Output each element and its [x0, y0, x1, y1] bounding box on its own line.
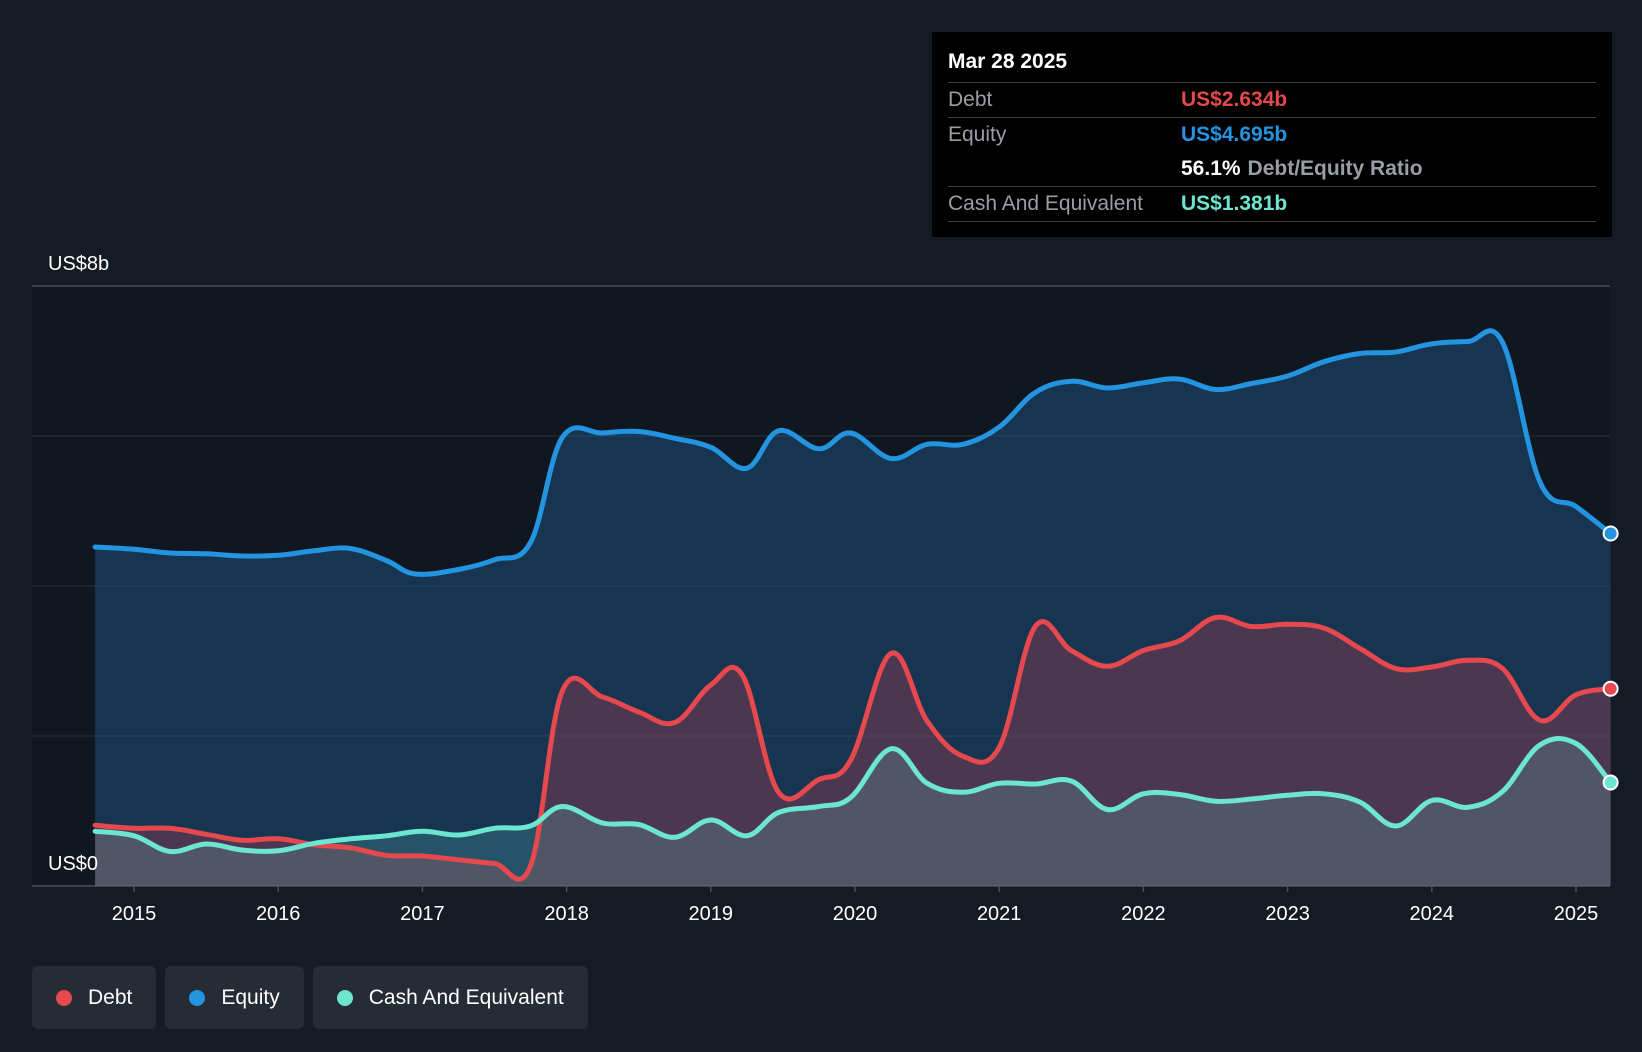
tooltip-cash-row: Cash And Equivalent US$1.381b: [948, 186, 1596, 222]
series-lines: [92, 328, 1614, 882]
gridlines: [32, 285, 1610, 887]
legend-equity-label: Equity: [221, 985, 280, 1009]
equity-dot-icon: [189, 989, 206, 1006]
tooltip-ratio-row: 56.1% Debt/Equity Ratio: [948, 152, 1596, 186]
x-tick-label: 2022: [1121, 903, 1166, 925]
x-tick-label: 2015: [112, 903, 157, 925]
series-endpoints: [1602, 525, 1619, 791]
tooltip-date: Mar 28 2025: [948, 50, 1068, 73]
tooltip-cash-value: US$1.381b: [1181, 192, 1288, 215]
debt-area: [95, 617, 1611, 886]
y-axis-top-label: US$8b: [48, 253, 109, 275]
tooltip-equity-value: US$4.695b: [1181, 123, 1288, 146]
x-tick-label: 2017: [400, 903, 445, 925]
x-tick-label: 2021: [977, 903, 1022, 925]
x-tick-label: 2018: [544, 903, 589, 925]
legend-item-equity[interactable]: Equity: [165, 966, 304, 1029]
cash-dot-icon: [336, 989, 353, 1006]
tooltip-debt-value: US$2.634b: [1181, 88, 1288, 111]
x-tick-label: 2020: [833, 903, 878, 925]
cash-and-equivalent-line: [92, 736, 1614, 855]
debt-line: [92, 614, 1614, 882]
cash-and-equivalent-endpoint[interactable]: [1602, 774, 1619, 791]
legend-debt-label: Debt: [88, 985, 133, 1009]
tooltip-ratio-label: Debt/Equity Ratio: [1247, 157, 1423, 180]
tooltip-equity-label: Equity: [948, 123, 1007, 146]
x-tick-label: 2024: [1410, 903, 1455, 925]
y-axis-bottom-label: US$0: [48, 853, 98, 875]
legend-item-debt[interactable]: Debt: [32, 966, 157, 1029]
series-areas: [95, 330, 1611, 886]
x-tick-label: 2023: [1265, 903, 1310, 925]
tooltip-ratio-value: 56.1%: [1181, 157, 1241, 180]
equity-area: [95, 330, 1611, 886]
legend: Debt Equity Cash And Equivalent: [32, 966, 588, 1029]
legend-cash-label: Cash And Equivalent: [368, 985, 564, 1009]
tooltip-debt-label: Debt: [948, 88, 993, 111]
x-tick-label: 2019: [689, 903, 734, 925]
x-tick-label: 2025: [1554, 903, 1599, 925]
legend-item-cash[interactable]: Cash And Equivalent: [312, 966, 588, 1029]
debt-endpoint[interactable]: [1602, 680, 1619, 697]
debt-dot-icon: [56, 989, 72, 1006]
x-axis-ticks: 2015 2016 2017 2018 2019 2020 2021 2022 2023 2024…: [112, 886, 1599, 925]
x-tick-label: 2016: [256, 903, 301, 925]
cash-and-equivalent-area: [95, 738, 1611, 886]
tooltip-panel: Mar 28 2025 Debt US$2.634b Equity US$4.6…: [932, 32, 1612, 237]
equity-endpoint[interactable]: [1602, 525, 1619, 542]
tooltip-equity-row: Equity US$4.695b: [948, 117, 1596, 152]
equity-line: [92, 328, 1614, 577]
tooltip-cash-label: Cash And Equivalent: [948, 192, 1143, 215]
tooltip-debt-row: Debt US$2.634b: [948, 82, 1596, 117]
